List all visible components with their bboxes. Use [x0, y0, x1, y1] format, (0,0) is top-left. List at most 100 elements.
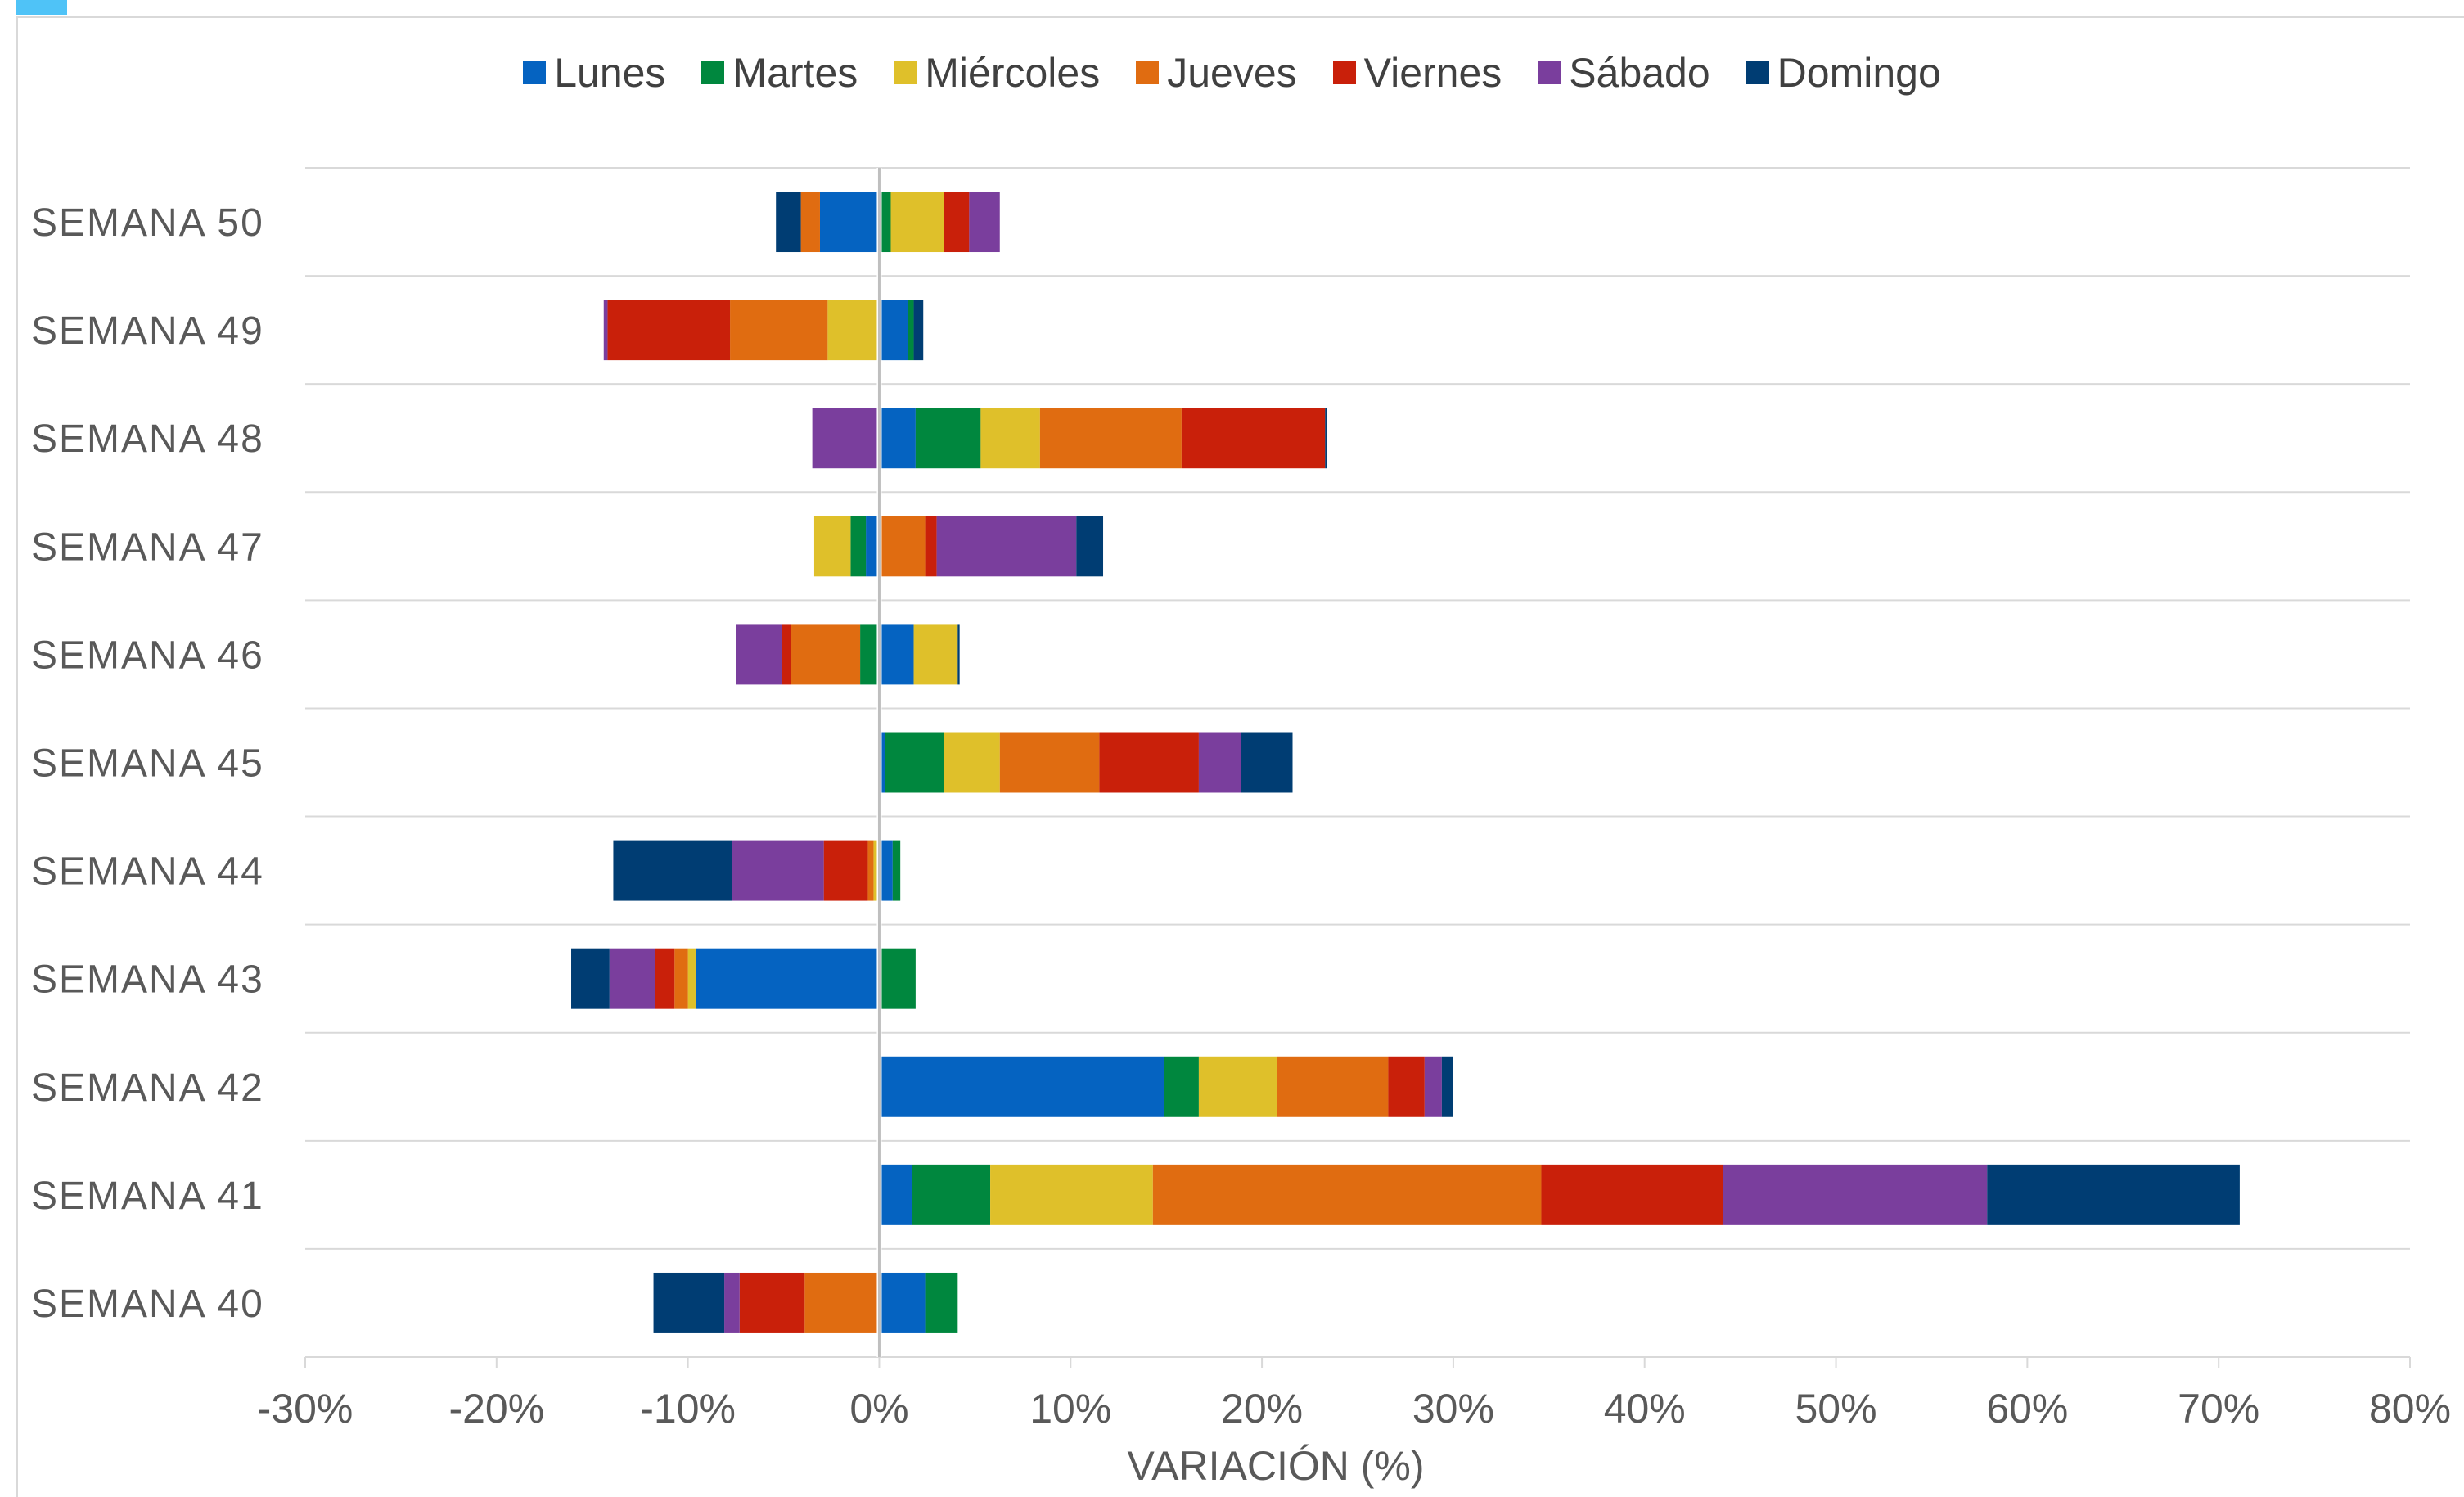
bar-segment: [1441, 1056, 1453, 1117]
legend-swatch: [701, 61, 725, 84]
legend-swatch: [523, 61, 547, 84]
x-tick-label: 80%: [2369, 1386, 2451, 1432]
x-tick-label: 30%: [1412, 1386, 1494, 1432]
category-label: SEMANA 42: [31, 1066, 264, 1110]
legend-label: Sábado: [1569, 50, 1710, 96]
bar-segment: [819, 192, 880, 253]
x-tick-label: 70%: [2178, 1386, 2259, 1432]
bar-segment: [1099, 732, 1199, 793]
legend-item: Sábado: [1538, 49, 1710, 97]
bar-segment: [739, 1272, 805, 1333]
bar-segment: [867, 840, 874, 901]
bar-segment: [800, 192, 820, 253]
bar-segment: [1198, 1056, 1277, 1117]
bar-segment: [1987, 1164, 2240, 1225]
legend-swatch: [1746, 61, 1769, 84]
legend-swatch: [1332, 61, 1356, 84]
bar-segment: [1198, 732, 1241, 793]
bar-segment: [885, 732, 944, 793]
bar-segment: [879, 732, 885, 793]
bar-segment: [1241, 732, 1293, 793]
legend-label: Domingo: [1777, 50, 1941, 96]
legend-item: Viernes: [1332, 49, 1502, 97]
bar-segment: [736, 624, 782, 685]
bar-segment: [695, 948, 880, 1009]
corner-accent: [16, 0, 67, 15]
legend-item: Miércoles: [894, 49, 1100, 97]
bar-segment: [873, 840, 880, 901]
bar-segment: [1164, 1056, 1199, 1117]
bar-segment: [957, 624, 960, 685]
bar-segment: [827, 300, 880, 361]
bar-segment: [980, 408, 1040, 469]
category-label: SEMANA 46: [31, 634, 264, 677]
bar-segment: [655, 948, 675, 1009]
bar-segment: [866, 516, 880, 577]
bar-segment: [925, 516, 937, 577]
bar-segment: [913, 624, 958, 685]
legend-item: Martes: [701, 49, 858, 97]
legend-label: Martes: [732, 50, 858, 96]
bar-segment: [823, 840, 868, 901]
bar-segment: [1723, 1164, 1988, 1225]
bar-segment: [603, 300, 608, 361]
bar-segment: [912, 1164, 991, 1225]
bar-segment: [732, 840, 824, 901]
bar-segment: [879, 840, 893, 901]
bar-segment: [879, 1056, 1164, 1117]
bar-segment: [913, 300, 924, 361]
bar-segment: [879, 624, 914, 685]
bar-segment: [892, 840, 901, 901]
legend-item: Lunes: [523, 49, 665, 97]
bar-segment: [890, 192, 944, 253]
legend-swatch: [1538, 61, 1561, 84]
bar-segment: [990, 1164, 1153, 1225]
category-label: SEMANA 45: [31, 742, 264, 786]
bar-segment: [1181, 408, 1326, 469]
category-label: SEMANA 41: [31, 1175, 264, 1218]
bar-segment: [999, 732, 1100, 793]
bar-segment: [782, 624, 791, 685]
x-tick-label: 60%: [1986, 1386, 2068, 1432]
bar-segment: [944, 732, 1000, 793]
x-axis-title: VARIACIÓN (%): [1128, 1443, 1425, 1489]
x-tick-label: -30%: [258, 1386, 354, 1432]
legend-item: Domingo: [1746, 49, 1941, 97]
bar-segment: [791, 624, 861, 685]
category-label: SEMANA 44: [31, 850, 264, 894]
bar-segment: [653, 1272, 725, 1333]
legend-swatch: [894, 61, 917, 84]
x-tick-label: -20%: [448, 1386, 544, 1432]
x-tick-label: 50%: [1795, 1386, 1877, 1432]
legend-label: Miércoles: [925, 50, 1101, 96]
bar-segment: [879, 1272, 926, 1333]
bar-segment: [879, 408, 916, 469]
bar-segment: [915, 408, 981, 469]
bar-segment: [724, 1272, 740, 1333]
bar-segment: [613, 840, 732, 901]
bar-segment: [804, 1272, 878, 1333]
category-label: SEMANA 50: [31, 201, 264, 245]
bar-segment: [850, 516, 867, 577]
bar-segment: [1388, 1056, 1425, 1117]
bar-segment: [908, 300, 914, 361]
bar-segment: [925, 1272, 958, 1333]
legend-item: Jueves: [1136, 49, 1297, 97]
x-tick-label: 0%: [849, 1386, 908, 1432]
bar-segment: [944, 192, 970, 253]
bar-segment: [776, 192, 801, 253]
bar-segment: [860, 624, 880, 685]
bar-segment: [812, 408, 880, 469]
bar-segment: [936, 516, 1077, 577]
chart-frame: [16, 16, 2464, 1497]
x-tick-label: 20%: [1221, 1386, 1303, 1432]
bar-segment: [1325, 408, 1327, 469]
category-label: SEMANA 43: [31, 958, 264, 1002]
bar-segment: [687, 948, 696, 1009]
bar-segment: [813, 516, 851, 577]
bar-segment: [1277, 1056, 1389, 1117]
bar-segment: [1039, 408, 1182, 469]
bar-segment: [879, 300, 908, 361]
x-tick-label: -10%: [640, 1386, 736, 1432]
bar-segment: [674, 948, 688, 1009]
